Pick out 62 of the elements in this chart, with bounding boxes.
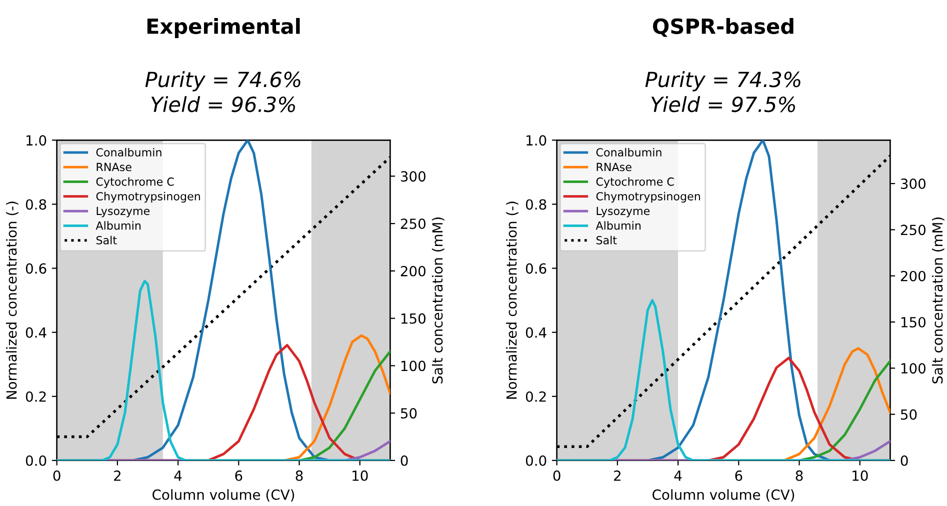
y2-tick-label: 50 [900, 409, 917, 420]
x-tick-label: 8 [296, 470, 303, 481]
y2-tick-label: 0 [900, 455, 908, 466]
x-axis-title: Column volume (CV) [152, 489, 294, 502]
legend-label: Albumin [596, 221, 641, 230]
y-tick-label: 0.4 [526, 327, 546, 338]
x-tick-label: 2 [614, 470, 620, 481]
y2-tick-label: 200 [900, 270, 926, 282]
x-tick-label: 0 [53, 470, 60, 481]
legend-label: Albumin [96, 221, 140, 230]
legend-label: RNAse [96, 162, 132, 172]
x-tick-label: 10 [352, 470, 368, 481]
y-axis-title: Normalized concentration (-) [6, 202, 18, 399]
y2-tick-label: 250 [400, 218, 426, 230]
y2-tick-label: 0 [400, 455, 408, 466]
legend-label: Chymotrypsinogen [96, 192, 200, 203]
y2-tick-label: 100 [901, 363, 926, 374]
chart-subtitle: Purity = 74.3% Yield = 97.5% [645, 71, 800, 112]
legend-label: Lysozyme [596, 206, 650, 218]
legend-label: RNAse [596, 162, 632, 172]
legend-label: Cytochrome C [96, 177, 174, 188]
y-tick-label: 0.8 [526, 199, 546, 210]
y2-tick-label: 150 [401, 313, 426, 324]
legend-label: Cytochrome C [596, 177, 674, 188]
legend-label: Chymotrypsinogen [596, 192, 700, 203]
y2-tick-label: 100 [401, 360, 426, 372]
chart-subtitle: Purity = 74.6% Yield = 96.3% [145, 71, 300, 112]
y-tick-label: 0.6 [26, 263, 46, 274]
y2-tick-label: 150 [901, 316, 926, 328]
chart-title: Experimental [147, 18, 300, 38]
y2-tick-label: 250 [900, 224, 926, 236]
y-tick-label: 0.0 [26, 455, 46, 466]
x-tick-label: 0 [553, 470, 560, 481]
legend-label: Conalbumin [596, 148, 662, 157]
y2-tick-label: 50 [400, 408, 417, 419]
y-tick-label: 0.0 [526, 455, 546, 466]
y2-tick-label: 300 [400, 171, 426, 182]
y2-axis-title: Salt concentration (mM) [932, 218, 944, 384]
x-tick-label: 6 [735, 470, 742, 481]
y-tick-label: 0.8 [26, 199, 46, 210]
y2-tick-label: 200 [400, 266, 426, 276]
y-tick-label: 1.0 [26, 135, 46, 146]
x-tick-label: 10 [852, 470, 868, 481]
y-tick-label: 0.2 [26, 391, 46, 402]
y2-tick-label: 300 [900, 178, 926, 190]
legend-label: Salt [96, 236, 117, 244]
x-tick-label: 6 [235, 470, 242, 481]
y-tick-label: 0.6 [526, 263, 546, 274]
chart-title: QSPR-based [653, 18, 794, 37]
legend-label: Conalbumin [96, 148, 162, 157]
y-axis-title: Normalized concentration (-) [506, 202, 518, 399]
x-tick-label: 4 [674, 470, 682, 481]
legend-label: Salt [596, 236, 617, 244]
x-tick-label: 2 [114, 470, 120, 481]
y-tick-label: 0.4 [26, 327, 46, 338]
x-tick-label: 8 [796, 470, 803, 481]
legend-label: Lysozyme [96, 206, 150, 218]
x-axis-title: Column volume (CV) [652, 489, 794, 502]
y2-axis-title: Salt concentration (mM) [432, 218, 444, 384]
x-tick-label: 4 [174, 470, 182, 481]
y-tick-label: 1.0 [526, 135, 546, 146]
y-tick-label: 0.2 [526, 391, 546, 402]
